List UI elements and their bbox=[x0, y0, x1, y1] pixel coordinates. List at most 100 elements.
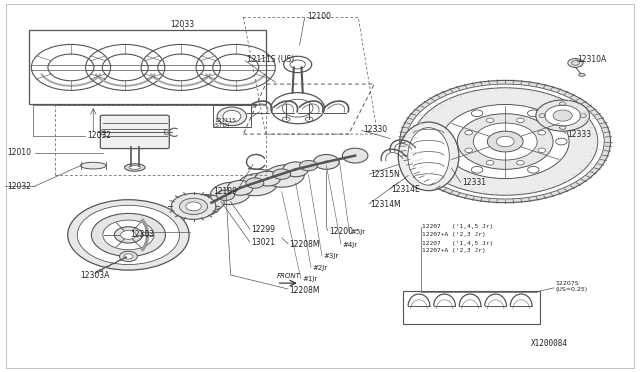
Circle shape bbox=[255, 171, 280, 186]
FancyBboxPatch shape bbox=[403, 291, 540, 324]
FancyBboxPatch shape bbox=[212, 105, 251, 128]
Text: 12310A: 12310A bbox=[577, 55, 607, 64]
Circle shape bbox=[300, 160, 317, 171]
Circle shape bbox=[444, 138, 455, 145]
Text: 12207   (‘1,4,5 Jr): 12207 (‘1,4,5 Jr) bbox=[422, 241, 493, 246]
Text: 12333: 12333 bbox=[567, 129, 591, 139]
Text: #2Jr: #2Jr bbox=[312, 264, 328, 270]
Circle shape bbox=[568, 58, 583, 67]
Circle shape bbox=[553, 110, 572, 121]
Circle shape bbox=[413, 88, 598, 195]
Ellipse shape bbox=[231, 186, 244, 194]
Text: 12314M: 12314M bbox=[371, 200, 401, 209]
Ellipse shape bbox=[264, 165, 304, 187]
Circle shape bbox=[465, 131, 472, 135]
Circle shape bbox=[496, 137, 514, 147]
Text: 12207+A (‘2,3 Jr): 12207+A (‘2,3 Jr) bbox=[422, 248, 486, 253]
Circle shape bbox=[342, 148, 368, 163]
Text: 12315N: 12315N bbox=[371, 170, 400, 179]
Text: #5Jr: #5Jr bbox=[351, 229, 366, 235]
Circle shape bbox=[186, 202, 201, 211]
Circle shape bbox=[527, 110, 539, 116]
Text: 12207   (‘1,4,5 Jr): 12207 (‘1,4,5 Jr) bbox=[422, 224, 493, 229]
Text: 12314E: 12314E bbox=[392, 185, 420, 194]
Ellipse shape bbox=[579, 73, 585, 76]
Circle shape bbox=[442, 105, 569, 179]
Circle shape bbox=[216, 190, 234, 201]
Circle shape bbox=[486, 118, 494, 122]
Text: 12208M: 12208M bbox=[289, 286, 320, 295]
Ellipse shape bbox=[164, 130, 170, 135]
Text: 12331: 12331 bbox=[462, 178, 486, 187]
Ellipse shape bbox=[217, 107, 246, 126]
Circle shape bbox=[527, 166, 539, 173]
Ellipse shape bbox=[81, 162, 106, 169]
Circle shape bbox=[68, 200, 189, 270]
Circle shape bbox=[473, 123, 537, 160]
Circle shape bbox=[471, 110, 483, 116]
Ellipse shape bbox=[223, 110, 241, 122]
Ellipse shape bbox=[314, 157, 327, 164]
Ellipse shape bbox=[211, 182, 251, 205]
Text: 12200: 12200 bbox=[329, 227, 353, 236]
Circle shape bbox=[179, 198, 207, 215]
Ellipse shape bbox=[260, 174, 274, 182]
Circle shape bbox=[124, 254, 133, 259]
Circle shape bbox=[92, 214, 166, 256]
Text: 12111S (US): 12111S (US) bbox=[246, 55, 294, 64]
Ellipse shape bbox=[237, 173, 278, 196]
Circle shape bbox=[120, 251, 138, 262]
Ellipse shape bbox=[100, 130, 106, 135]
Text: 12109: 12109 bbox=[212, 187, 237, 196]
Text: 13021: 13021 bbox=[251, 238, 275, 247]
Text: 12100: 12100 bbox=[307, 12, 332, 21]
Circle shape bbox=[516, 161, 524, 165]
Ellipse shape bbox=[287, 166, 300, 173]
Circle shape bbox=[283, 162, 308, 177]
Circle shape bbox=[273, 169, 291, 179]
Circle shape bbox=[246, 178, 264, 188]
Circle shape bbox=[406, 84, 604, 199]
Text: 12303A: 12303A bbox=[81, 271, 110, 280]
Circle shape bbox=[103, 220, 154, 250]
Circle shape bbox=[458, 114, 553, 169]
Text: X1200084: X1200084 bbox=[531, 339, 568, 348]
Text: 12033: 12033 bbox=[171, 20, 195, 29]
Circle shape bbox=[538, 131, 546, 135]
Text: 12208M: 12208M bbox=[289, 240, 320, 249]
Text: 12330: 12330 bbox=[363, 125, 387, 134]
FancyBboxPatch shape bbox=[29, 31, 266, 105]
Text: 12111S
(STD): 12111S (STD) bbox=[214, 118, 236, 128]
Text: 12207+A (‘2,3 Jr): 12207+A (‘2,3 Jr) bbox=[422, 232, 486, 237]
Text: FRONT: FRONT bbox=[276, 273, 300, 279]
Text: #4Jr: #4Jr bbox=[342, 241, 358, 247]
Ellipse shape bbox=[125, 164, 145, 171]
Text: #1Jr: #1Jr bbox=[302, 276, 317, 282]
Circle shape bbox=[545, 105, 580, 126]
Circle shape bbox=[471, 166, 483, 173]
Circle shape bbox=[121, 231, 136, 239]
Circle shape bbox=[77, 205, 179, 264]
Circle shape bbox=[465, 148, 472, 153]
Circle shape bbox=[115, 227, 143, 243]
Circle shape bbox=[314, 154, 339, 169]
Circle shape bbox=[486, 161, 494, 165]
Circle shape bbox=[536, 100, 589, 131]
Text: 12303: 12303 bbox=[131, 230, 154, 239]
Circle shape bbox=[556, 138, 567, 145]
Ellipse shape bbox=[398, 122, 459, 190]
Circle shape bbox=[400, 80, 611, 203]
Circle shape bbox=[487, 131, 523, 152]
Ellipse shape bbox=[129, 166, 141, 169]
Text: #3Jr: #3Jr bbox=[323, 253, 339, 259]
Circle shape bbox=[538, 148, 546, 153]
Ellipse shape bbox=[181, 195, 221, 217]
Circle shape bbox=[516, 118, 524, 122]
Circle shape bbox=[172, 193, 216, 219]
Text: 12032: 12032 bbox=[87, 131, 111, 141]
Circle shape bbox=[198, 195, 224, 210]
FancyBboxPatch shape bbox=[100, 115, 170, 148]
Text: 12010: 12010 bbox=[7, 148, 31, 157]
Text: 12299: 12299 bbox=[251, 225, 275, 234]
Text: 12032: 12032 bbox=[7, 182, 31, 190]
